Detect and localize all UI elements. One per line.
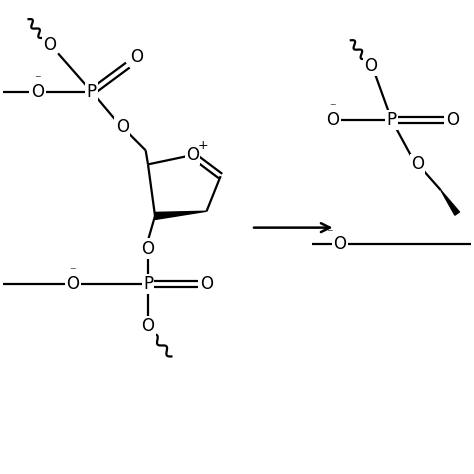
- Text: O: O: [186, 146, 199, 164]
- Text: ⁻: ⁻: [34, 73, 40, 87]
- Text: O: O: [446, 111, 459, 129]
- Text: O: O: [43, 36, 56, 54]
- Polygon shape: [155, 211, 207, 219]
- Text: O: O: [66, 275, 80, 293]
- Text: ⁻: ⁻: [329, 102, 336, 115]
- Text: +: +: [198, 139, 208, 152]
- Text: O: O: [411, 155, 424, 173]
- Text: P: P: [386, 111, 397, 129]
- Text: O: O: [116, 118, 129, 136]
- Text: O: O: [130, 48, 143, 65]
- Text: O: O: [364, 57, 377, 75]
- Polygon shape: [441, 190, 459, 215]
- Text: O: O: [334, 235, 346, 253]
- Text: ⁻: ⁻: [69, 265, 75, 279]
- Text: O: O: [200, 275, 213, 293]
- Text: O: O: [142, 240, 155, 258]
- Text: ⁻: ⁻: [327, 227, 333, 240]
- Text: O: O: [142, 317, 155, 335]
- Text: P: P: [143, 275, 153, 293]
- Text: O: O: [327, 111, 339, 129]
- Text: P: P: [87, 83, 97, 101]
- Text: O: O: [31, 83, 45, 101]
